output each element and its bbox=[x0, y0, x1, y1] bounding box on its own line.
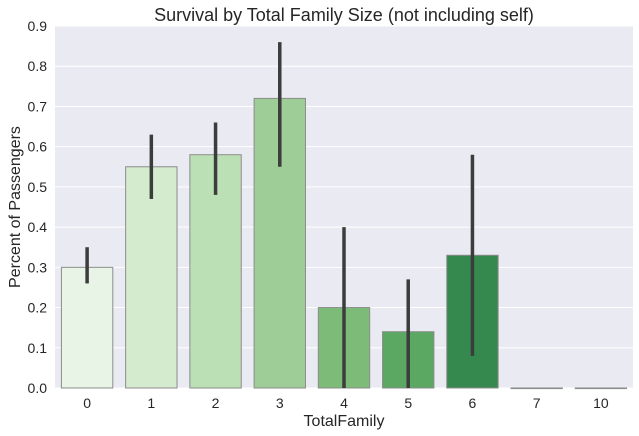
y-tick-label: 0.8 bbox=[28, 58, 48, 74]
bar bbox=[125, 166, 178, 389]
x-tick-label: 10 bbox=[593, 395, 609, 411]
y-tick-label: 0.3 bbox=[28, 259, 48, 275]
error-bars bbox=[85, 42, 475, 388]
y-axis-label: Percent of Passengers bbox=[7, 126, 24, 288]
y-tick-label: 0.1 bbox=[28, 340, 48, 356]
chart-title: Survival by Total Family Size (not inclu… bbox=[154, 5, 534, 25]
x-axis-label: TotalFamily bbox=[304, 413, 385, 430]
x-tick-label: 1 bbox=[147, 395, 155, 411]
bar bbox=[510, 387, 563, 390]
y-tick-labels: 0.0 0.1 0.2 0.3 0.4 0.5 0.6 0.7 0.8 0.9 bbox=[28, 18, 48, 396]
x-tick-label: 4 bbox=[340, 395, 348, 411]
x-tick-label: 0 bbox=[83, 395, 91, 411]
y-tick-label: 0.7 bbox=[28, 98, 48, 114]
x-tick-label: 2 bbox=[212, 395, 220, 411]
bar bbox=[574, 387, 628, 390]
bar bbox=[60, 266, 114, 389]
x-tick-label: 5 bbox=[404, 395, 412, 411]
y-tick-label: 0.0 bbox=[28, 380, 48, 396]
y-tick-label: 0.4 bbox=[28, 219, 48, 235]
y-tick-label: 0.2 bbox=[28, 300, 48, 316]
x-tick-label: 7 bbox=[533, 395, 541, 411]
x-tick-labels: 0 1 2 3 4 5 6 7 10 bbox=[83, 395, 609, 411]
x-tick-label: 6 bbox=[469, 395, 477, 411]
y-tick-label: 0.5 bbox=[28, 179, 48, 195]
y-tick-label: 0.6 bbox=[28, 139, 48, 155]
x-tick-label: 3 bbox=[276, 395, 284, 411]
y-tick-label: 0.9 bbox=[28, 18, 48, 34]
